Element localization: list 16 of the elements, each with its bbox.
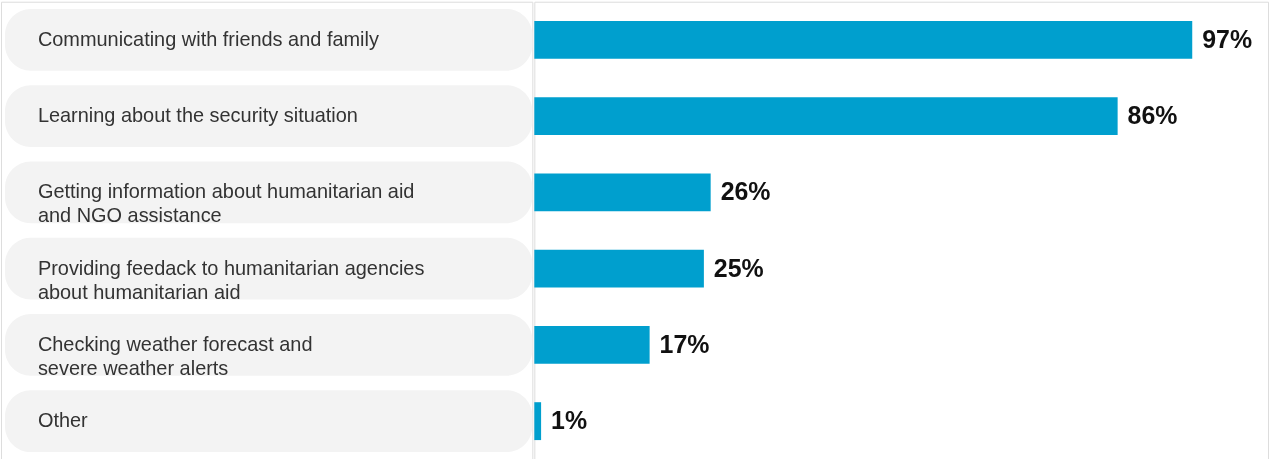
y-tick-label: Communicating with friends and family (37, 27, 379, 50)
data-label: 25% (713, 253, 764, 282)
data-label: 86% (1127, 101, 1178, 130)
bar (534, 249, 704, 288)
data-label: 1% (551, 406, 588, 435)
y-tick-label: Checking weather forecast and severe weather alerts (37, 332, 313, 379)
y-tick-label: Learning about the security situation (37, 104, 358, 127)
data-label: 17% (659, 329, 710, 358)
y-tick-label: Getting information about humanitarian aid and NGO assistance (37, 180, 415, 227)
y-tick-label: Providing feedack to humanitarian agencies about humanitarian aid (37, 256, 425, 303)
data-label: 26% (720, 177, 771, 206)
bar (534, 173, 711, 212)
bar (534, 325, 650, 364)
bar (534, 402, 542, 441)
y-tick-label: Other (37, 409, 89, 432)
data-label: 97% (1202, 24, 1253, 53)
